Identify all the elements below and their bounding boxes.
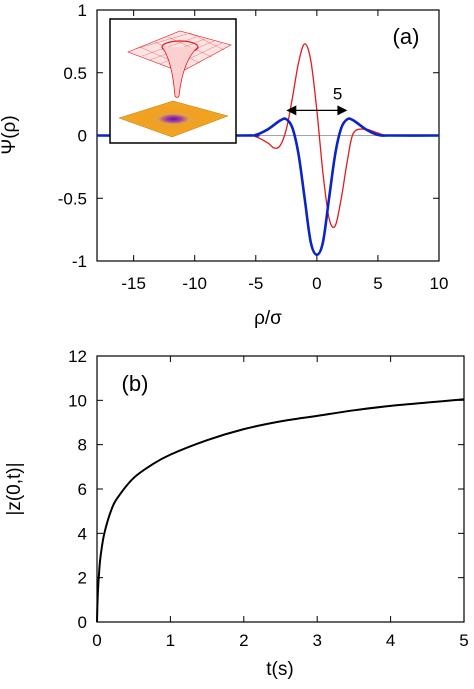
y-tick-label-b: 6 xyxy=(78,480,87,499)
x-tick-label-b: 0 xyxy=(92,631,101,650)
x-tick-label-a: -15 xyxy=(121,274,146,293)
x-tick-label-b: 4 xyxy=(386,631,395,650)
width-annotation-label: 5 xyxy=(333,84,342,103)
y-tick-label-a: -1 xyxy=(72,252,87,271)
y-tick-label-a: 0 xyxy=(78,127,87,146)
y-axis-label-b: |z(0,t)| xyxy=(4,462,25,515)
y-tick-label-a: -0.5 xyxy=(58,189,87,208)
y-tick-label-a: 1 xyxy=(78,1,87,20)
x-tick-label-b: 1 xyxy=(166,631,175,650)
x-axis-label-a: ρ/σ xyxy=(254,308,282,329)
y-axis-label-a: Ψ(ρ) xyxy=(0,115,20,154)
x-tick-label-b: 3 xyxy=(312,631,321,650)
series-line-b-1 xyxy=(96,398,465,623)
x-tick-label-a: 5 xyxy=(373,274,382,293)
width-annotation: 5 xyxy=(286,84,348,116)
y-tick-label-b: 10 xyxy=(68,391,87,410)
panel-a: -15 -10 -5 0 5 10 1 0.5 0 -0.5 -1 xyxy=(0,1,448,329)
y-tick-label-b: 0 xyxy=(78,613,87,632)
inset-funnel xyxy=(161,46,199,98)
x-tick-label-b: 2 xyxy=(239,631,248,650)
series-line-a-1 xyxy=(96,43,440,228)
plot-frame-b xyxy=(96,355,465,623)
x-tick-label-a: -5 xyxy=(248,274,263,293)
x-axis-label-b: t(s) xyxy=(266,659,293,680)
panel-label-b: (b) xyxy=(122,371,149,396)
inset-3d-plot xyxy=(109,18,237,144)
y-tick-label-b: 8 xyxy=(78,436,87,455)
x-tick-label-b: 5 xyxy=(459,631,468,650)
series-line-a-2 xyxy=(96,117,440,257)
inset-density-map xyxy=(118,100,229,138)
x-tick-label-a: 10 xyxy=(430,274,449,293)
y-tick-label-b: 2 xyxy=(78,569,87,588)
panel-label-a: (a) xyxy=(393,24,420,49)
y-tick-label-a: 0.5 xyxy=(63,64,87,83)
x-tick-label-a: -10 xyxy=(182,274,207,293)
y-tick-label-b: 4 xyxy=(78,524,87,543)
x-tick-label-a: 0 xyxy=(312,274,321,293)
y-tick-label-b: 12 xyxy=(68,347,87,366)
